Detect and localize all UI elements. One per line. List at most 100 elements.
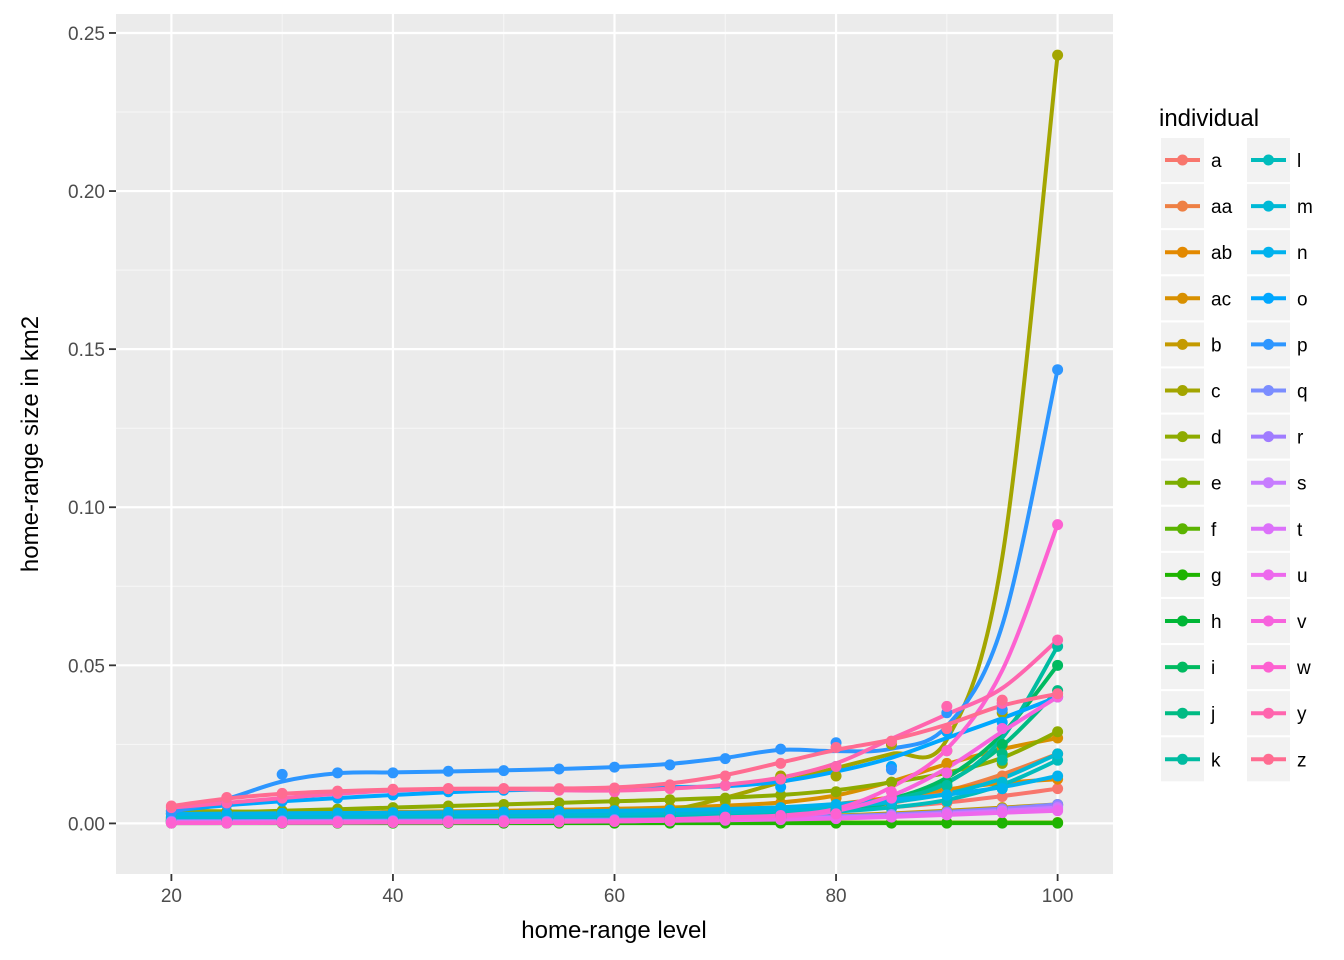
legend-point-m (1263, 200, 1274, 212)
data-point-d (830, 786, 842, 798)
legend-point-e (1177, 477, 1188, 489)
data-point-w (1052, 519, 1064, 531)
legend-label-aa: aa (1211, 197, 1233, 218)
legend-point-z (1263, 753, 1274, 765)
data-point-p (719, 753, 731, 765)
legend-point-i (1177, 661, 1188, 673)
legend-label-k: k (1211, 750, 1221, 771)
data-point-n (332, 807, 344, 819)
data-point-p (664, 759, 676, 771)
data-point-m (1052, 748, 1064, 760)
data-point-d (1052, 726, 1064, 738)
data-point-z (332, 785, 344, 797)
legend-label-c: c (1211, 382, 1221, 403)
legend-label-p: p (1297, 335, 1308, 356)
data-point-z (664, 779, 676, 791)
x-axis-title: home-range level (521, 917, 706, 944)
data-point-n (1052, 770, 1064, 782)
y-tick-label: 0.20 (68, 182, 105, 203)
data-point-v (996, 723, 1008, 735)
data-point-w (553, 816, 565, 828)
data-point-n (553, 805, 565, 817)
legend-label-g: g (1211, 566, 1222, 587)
data-point-n (387, 807, 399, 819)
legend-point-k (1177, 753, 1188, 765)
data-point-w (609, 815, 620, 827)
legend-point-aa (1177, 200, 1188, 212)
data-point-z (1052, 688, 1064, 700)
data-point-c (1052, 49, 1064, 61)
legend-label-f: f (1211, 520, 1217, 541)
data-point-u (885, 811, 897, 823)
data-point-n (664, 804, 676, 816)
legend-title: individual (1159, 105, 1259, 132)
x-tick-label: 80 (825, 886, 846, 907)
legend-label-l: l (1297, 151, 1301, 172)
data-point-p (332, 767, 344, 779)
y-tick-label: 0.00 (68, 814, 105, 835)
data-point-n (498, 806, 510, 818)
legend-label-y: y (1297, 704, 1307, 725)
legend-label-m: m (1297, 197, 1313, 218)
data-point-p (1052, 364, 1064, 376)
legend-point-f (1177, 523, 1188, 535)
legend-label-q: q (1297, 382, 1308, 403)
data-point-z (221, 791, 233, 803)
legend-label-ac: ac (1211, 289, 1231, 310)
data-point-u (1052, 805, 1064, 817)
data-point-d (553, 797, 565, 809)
legend-point-u (1263, 569, 1274, 581)
data-point-n (996, 783, 1008, 795)
legend-point-p (1263, 338, 1274, 350)
data-point-z (830, 742, 842, 754)
x-tick-label: 60 (604, 886, 625, 907)
x-tick-label: 20 (161, 886, 182, 907)
legend-point-ac (1177, 292, 1188, 304)
legend-point-q (1263, 385, 1274, 396)
legend-point-ab (1177, 246, 1188, 258)
legend-point-d (1177, 431, 1188, 443)
data-point-ac (941, 757, 953, 769)
data-point-d (664, 794, 676, 806)
y-tick-label: 0.25 (68, 24, 105, 45)
data-point-d (719, 792, 731, 804)
data-point-n (775, 802, 787, 814)
data-point-n (221, 808, 233, 820)
data-point-w (221, 817, 233, 829)
data-point-w (830, 808, 842, 820)
data-points (165, 49, 1064, 829)
legend-point-s (1263, 477, 1274, 489)
legend-point-g (1177, 569, 1188, 581)
data-point-y (941, 700, 953, 712)
legend-label-u: u (1297, 566, 1308, 587)
legend-point-w (1263, 661, 1274, 673)
data-point-w (498, 816, 510, 828)
data-point-n (609, 805, 620, 817)
data-point-u (996, 807, 1008, 819)
data-point-p (276, 768, 288, 780)
data-point-c (830, 770, 842, 782)
data-point-w (941, 745, 953, 757)
data-point-i (1052, 659, 1064, 671)
legend-label-j: j (1210, 704, 1215, 725)
data-point-a (1052, 783, 1064, 795)
data-point-w (885, 786, 897, 798)
legend-point-a (1177, 154, 1188, 166)
x-axis: 20 40 60 80 100 (161, 874, 1073, 907)
data-point-w (664, 814, 676, 826)
legend-label-e: e (1211, 474, 1222, 495)
legend-point-o (1263, 292, 1274, 304)
data-point-p (553, 763, 565, 775)
legend-label-b: b (1211, 335, 1222, 356)
legend-label-v: v (1297, 612, 1307, 633)
x-tick-label: 40 (382, 886, 403, 907)
legend-point-h (1177, 615, 1188, 627)
data-point-p (498, 765, 510, 777)
data-point-p (442, 765, 454, 777)
data-point-y (830, 761, 842, 772)
data-point-n (442, 806, 454, 818)
legend-point-j (1177, 707, 1188, 719)
legend-label-ab: ab (1211, 243, 1232, 264)
data-point-y (775, 773, 787, 785)
data-point-w (332, 816, 344, 828)
